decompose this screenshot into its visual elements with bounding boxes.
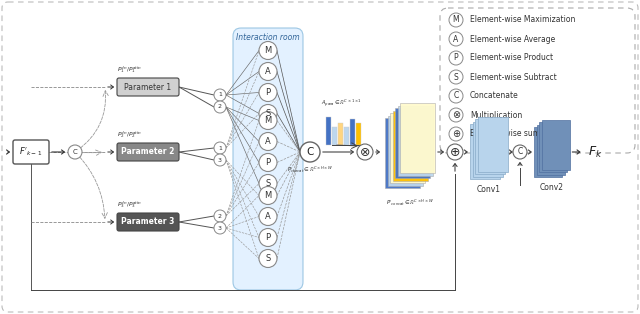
Text: Element-wise Average: Element-wise Average [470,35,556,44]
Circle shape [68,145,82,159]
FancyBboxPatch shape [13,140,49,164]
Bar [475,119,505,174]
Circle shape [447,144,463,160]
Bar [536,124,564,175]
Text: M: M [264,116,271,125]
Bar [539,122,567,172]
Text: A: A [265,67,271,76]
Text: $F'_{k-1}$: $F'_{k-1}$ [19,146,43,158]
Bar [534,127,562,177]
Text: $P_1^{dn}/P_1^{attn}$: $P_1^{dn}/P_1^{attn}$ [117,64,142,75]
Text: C: C [453,91,459,100]
Circle shape [259,84,277,101]
Text: $\mathit{F_k}$: $\mathit{F_k}$ [588,144,602,160]
Text: Interaction room: Interaction room [236,34,300,42]
Circle shape [449,70,463,84]
Circle shape [259,62,277,80]
Bar [350,119,355,145]
Text: Parameter 2: Parameter 2 [122,148,175,156]
Circle shape [214,89,226,101]
Text: Element-wise Subtract: Element-wise Subtract [470,73,557,82]
Text: Element-wise Product: Element-wise Product [470,53,553,62]
Text: Element-wise Maximization: Element-wise Maximization [470,15,575,24]
Text: ⊗: ⊗ [452,110,460,120]
Circle shape [259,133,277,150]
Circle shape [259,41,277,59]
Circle shape [259,154,277,171]
Text: M: M [264,191,271,200]
Text: Parameter 3: Parameter 3 [122,218,175,226]
Bar [392,111,428,181]
Text: S: S [266,109,271,118]
FancyBboxPatch shape [233,28,303,290]
Text: 3: 3 [218,225,222,230]
Circle shape [449,127,463,141]
Text: Conv2: Conv2 [540,183,564,192]
Bar [541,120,570,170]
Text: $P_3^{dn}/P_3^{attn}$: $P_3^{dn}/P_3^{attn}$ [117,199,142,210]
Bar [477,116,508,171]
Text: 3: 3 [218,158,222,163]
Bar [397,106,433,176]
Bar [390,113,425,183]
Circle shape [300,142,320,162]
Bar [395,108,430,178]
Bar [470,124,500,179]
Bar [472,122,502,176]
Bar [332,127,337,145]
Text: ⊕: ⊕ [452,129,460,139]
Circle shape [214,154,226,166]
Circle shape [259,175,277,192]
Text: $P_2^{dn}/P_2^{attn}$: $P_2^{dn}/P_2^{attn}$ [117,129,142,140]
Bar [338,123,343,145]
Text: Multiplication: Multiplication [470,111,522,120]
Text: 1: 1 [218,145,222,150]
Text: S: S [266,179,271,188]
Text: M: M [264,46,271,55]
Text: M: M [452,15,460,24]
Text: A: A [265,137,271,146]
Text: $P_{concat} \in \mathbb{R}^{C\times H\times W}$: $P_{concat} \in \mathbb{R}^{C\times H\ti… [287,165,333,175]
Text: $P'_{concat} \in \mathbb{R}^{C\times H\times W}$: $P'_{concat} \in \mathbb{R}^{C\times H\t… [386,198,434,208]
Bar [387,116,422,186]
Circle shape [449,13,463,27]
Bar [344,127,349,145]
Circle shape [513,145,527,159]
Circle shape [214,210,226,222]
Circle shape [214,142,226,154]
Circle shape [449,51,463,65]
Circle shape [357,144,373,160]
Circle shape [259,105,277,122]
FancyBboxPatch shape [117,78,179,96]
Text: Parameter 1: Parameter 1 [124,83,172,91]
Circle shape [214,222,226,234]
Circle shape [259,250,277,268]
Text: C: C [72,149,77,155]
Text: C: C [517,148,523,156]
Circle shape [259,111,277,129]
Text: $A_{para} \in \mathbb{R}^{C\times 1\times 1}$: $A_{para} \in \mathbb{R}^{C\times 1\time… [321,98,362,109]
Text: A: A [453,35,459,44]
Circle shape [259,229,277,246]
Text: P: P [454,53,458,62]
Bar [326,117,331,145]
Circle shape [214,101,226,113]
Text: P: P [266,158,271,167]
Circle shape [449,108,463,122]
FancyBboxPatch shape [440,8,635,153]
Text: ⊕: ⊕ [450,145,460,159]
Text: ⊗: ⊗ [360,145,371,159]
Text: P: P [266,233,271,242]
Bar [400,103,435,173]
Bar [356,123,361,145]
FancyBboxPatch shape [117,143,179,161]
Circle shape [449,89,463,103]
Text: Conv1: Conv1 [477,185,500,194]
Text: C: C [307,147,314,157]
Text: Element-wise summation: Element-wise summation [470,129,567,138]
Bar [385,118,420,188]
Circle shape [259,187,277,204]
Text: Concatenate: Concatenate [470,91,519,100]
FancyBboxPatch shape [117,213,179,231]
